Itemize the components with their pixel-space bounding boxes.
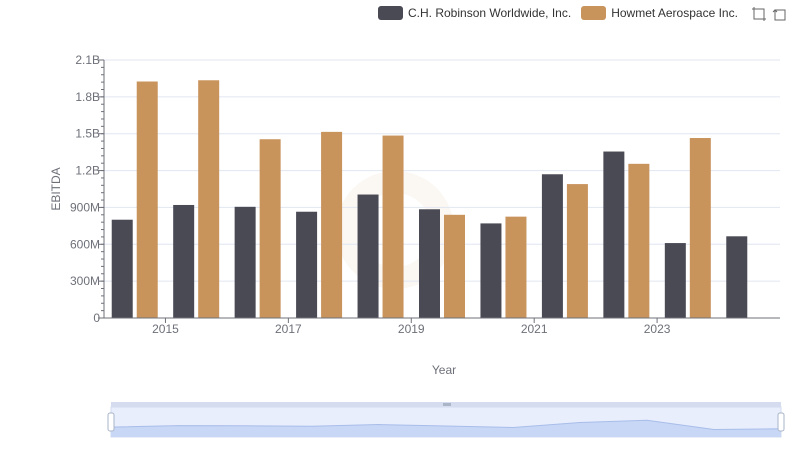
zoom-handle-right[interactable] [777, 412, 785, 432]
legend-swatch-ch-robinson [378, 6, 403, 20]
bar-ch-robinson-2017[interactable] [296, 211, 318, 318]
zoom-handle-left[interactable] [107, 412, 115, 432]
bar-ch-robinson-2015[interactable] [173, 204, 195, 318]
y-tick-label: 1.8B [75, 90, 100, 104]
bar-howmet-2020[interactable] [505, 216, 527, 318]
bar-howmet-2018[interactable] [382, 135, 404, 318]
bar-ch-robinson-2016[interactable] [234, 206, 256, 318]
data-zoom-slider[interactable] [107, 402, 785, 438]
bar-ch-robinson-2022[interactable] [603, 151, 625, 318]
y-tick-label: 2.1B [75, 53, 100, 67]
y-tick-label: 600M [70, 237, 100, 251]
y-tick-label: 1.2B [75, 164, 100, 178]
bar-howmet-2019[interactable] [444, 214, 465, 318]
bar-howmet-2015[interactable] [198, 80, 220, 319]
x-tick-label: 2021 [521, 322, 548, 336]
legend-item-ch-robinson[interactable]: C.H. Robinson Worldwide, Inc. [378, 6, 571, 20]
bar-ch-robinson-2020[interactable] [480, 223, 502, 318]
x-tick-label: 2017 [275, 322, 302, 336]
zoom-grip-icon[interactable] [443, 403, 451, 406]
x-tick-label: 2015 [152, 322, 179, 336]
y-tick-label: 0 [93, 311, 100, 325]
zoom-preview-line [110, 419, 782, 430]
legend-label-howmet: Howmet Aerospace Inc. [611, 6, 738, 20]
bar-howmet-2014[interactable] [136, 81, 158, 319]
bar-howmet-2016[interactable] [259, 139, 281, 318]
bar-howmet-2022[interactable] [628, 163, 650, 318]
bar-ch-robinson-2024[interactable] [726, 236, 748, 318]
axes: 0 300M 600M 900M 1.2B 1.5B 1.8B 2.1B 2015 2017 201… [70, 53, 780, 336]
y-tick-label: 300M [70, 274, 100, 288]
bar-ch-robinson-2018[interactable] [357, 194, 379, 318]
bars[interactable] [111, 80, 748, 319]
y-tick-label: 1.5B [75, 127, 100, 141]
bar-howmet-2017[interactable] [321, 131, 343, 318]
legend-item-howmet[interactable]: Howmet Aerospace Inc. [581, 6, 738, 20]
bar-ch-robinson-2019[interactable] [419, 209, 440, 318]
toolbox [747, 6, 787, 22]
bar-howmet-2023[interactable] [689, 138, 711, 318]
bar-ch-robinson-2014[interactable] [111, 219, 133, 318]
bar-ch-robinson-2023[interactable] [664, 243, 686, 318]
zoom-icon[interactable] [751, 6, 767, 22]
legend: C.H. Robinson Worldwide, Inc. Howmet Aer… [378, 4, 748, 22]
x-tick-label: 2023 [644, 322, 671, 336]
y-axis-label: EBITDA [49, 167, 63, 210]
bar-howmet-2021[interactable] [566, 184, 588, 318]
legend-swatch-howmet [581, 6, 607, 20]
legend-label-ch-robinson: C.H. Robinson Worldwide, Inc. [408, 6, 572, 20]
y-tick-label: 900M [70, 200, 100, 214]
restore-icon[interactable] [771, 6, 787, 22]
zoom-preview-area [111, 420, 781, 437]
x-axis-label: Year [432, 363, 456, 377]
x-tick-label: 2019 [398, 322, 425, 336]
bar-ch-robinson-2021[interactable] [541, 174, 563, 318]
